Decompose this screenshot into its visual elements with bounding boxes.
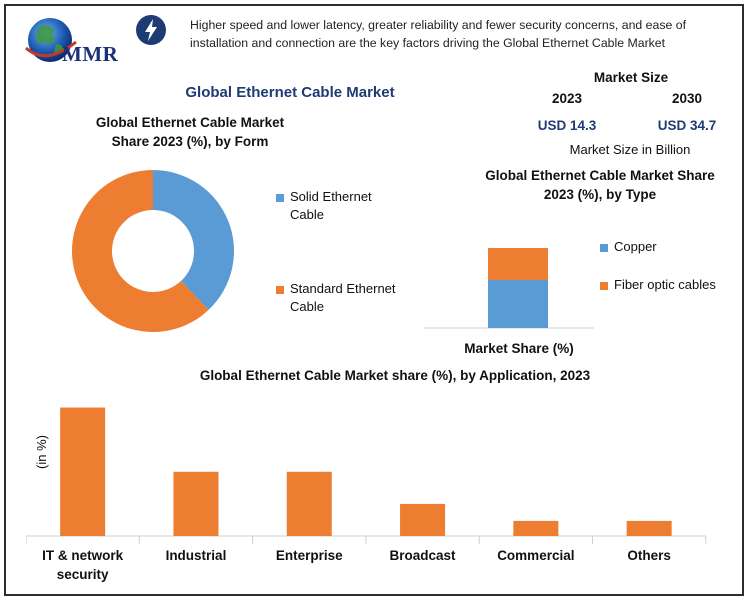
year-end: 2030 — [671, 91, 703, 106]
application-tick-label: Industrial — [166, 548, 227, 563]
year-start: 2023 — [551, 91, 583, 106]
donut-slice-0 — [153, 170, 235, 311]
main-title: Global Ethernet Cable Market — [185, 84, 395, 101]
donut-slice-1 — [72, 170, 209, 332]
application-tick-label: Commercial — [497, 548, 574, 563]
legend-copper: Copper — [600, 238, 657, 256]
form-chart-title: Global Ethernet Cable Market Share 2023 … — [95, 115, 285, 149]
legend-swatch-fiber — [600, 281, 608, 290]
type-chart-title: Global Ethernet Cable Market Share 2023 … — [485, 168, 715, 202]
stack-segment-copper — [488, 280, 548, 328]
legend-solid-ethernet: Solid Ethernet Cable — [276, 188, 372, 224]
application-bar-1 — [173, 471, 219, 536]
application-bar-5 — [626, 520, 672, 536]
application-bar-4 — [513, 520, 559, 536]
legend-fiber-optic: Fiber optic cables — [600, 276, 716, 294]
globe-icon — [24, 18, 77, 62]
type-chart-xlabel: Market Share (%) — [464, 341, 574, 356]
market-size-unit: Market Size in Billion — [569, 142, 691, 157]
headline-text: Higher speed and lower latency, greater … — [190, 18, 687, 50]
lightning-bolt-icon — [135, 14, 167, 46]
application-tick-label: Enterprise — [276, 548, 343, 563]
logo-text: MMR — [62, 42, 119, 66]
application-chart-ylabel: (in %) — [34, 435, 49, 469]
application-tick-label: Others — [627, 548, 671, 563]
application-bar-3 — [400, 503, 446, 536]
legend-swatch-orange — [276, 285, 284, 294]
application-bar-chart: (in %) IT & network security Industrial Ente… — [26, 407, 707, 582]
value-end: USD 34.7 — [657, 118, 717, 133]
stack-segment-fiber-optic-cables — [488, 248, 548, 280]
application-bar-0 — [60, 407, 106, 536]
market-size-label: Market Size — [593, 70, 669, 85]
type-stacked-bar-chart — [424, 248, 594, 329]
application-tick-label: Broadcast — [390, 548, 457, 563]
legend-swatch-copper — [600, 243, 608, 252]
legend-swatch-blue — [276, 193, 284, 202]
legend-standard-ethernet: Standard Ethernet Cable — [276, 280, 396, 316]
value-start: USD 14.3 — [537, 118, 597, 133]
mmr-logo: MMR — [10, 8, 180, 74]
application-tick-label: security — [57, 567, 109, 582]
application-bar-2 — [286, 471, 332, 536]
application-chart-title: Global Ethernet Cable Market share (%), … — [199, 368, 591, 383]
form-donut-chart — [72, 170, 235, 332]
application-tick-label: IT & network — [42, 548, 123, 563]
